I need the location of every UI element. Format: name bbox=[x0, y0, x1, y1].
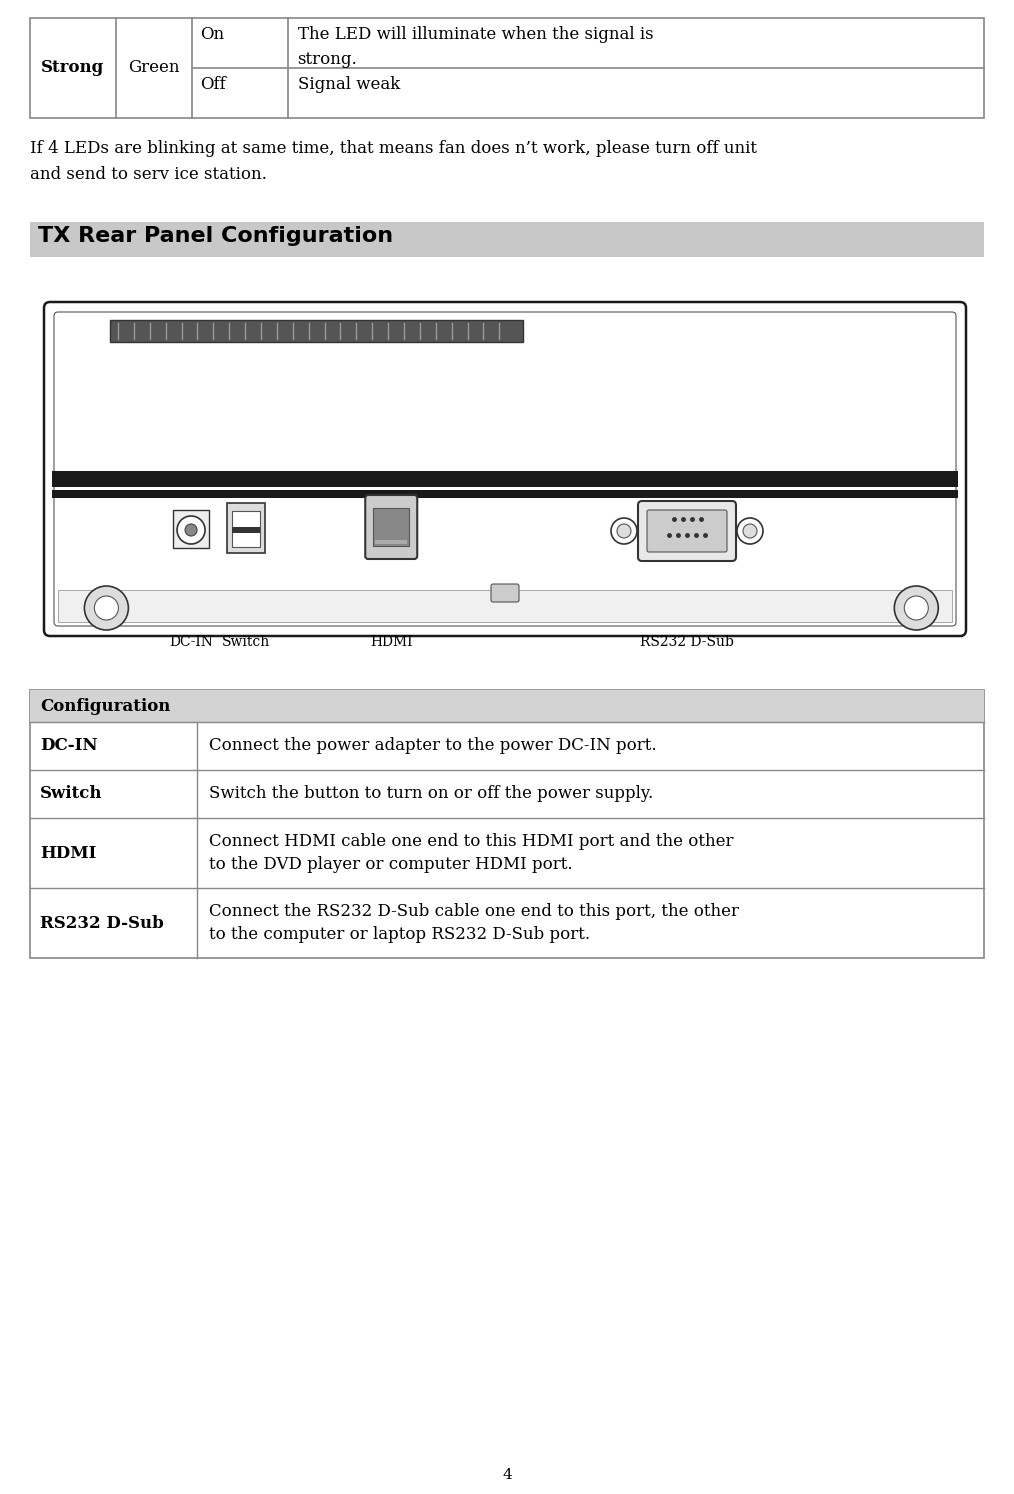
Bar bbox=[30, 690, 984, 958]
Circle shape bbox=[737, 518, 763, 544]
Bar bbox=[58, 590, 952, 622]
Circle shape bbox=[84, 586, 129, 630]
Bar bbox=[110, 320, 523, 342]
Text: Switch: Switch bbox=[221, 635, 270, 648]
Text: Off: Off bbox=[200, 76, 226, 93]
Text: Green: Green bbox=[128, 60, 179, 76]
Text: The LED will illuminate when the signal is
strong.: The LED will illuminate when the signal … bbox=[297, 25, 653, 67]
Text: Strong: Strong bbox=[42, 60, 104, 76]
Text: Connect the power adapter to the power DC-IN port.: Connect the power adapter to the power D… bbox=[209, 738, 657, 754]
Text: DC-IN: DC-IN bbox=[40, 738, 97, 754]
FancyBboxPatch shape bbox=[491, 584, 519, 602]
Text: 4: 4 bbox=[502, 1469, 512, 1482]
Circle shape bbox=[894, 586, 938, 630]
Text: On: On bbox=[200, 25, 224, 43]
Text: TX Rear Panel Configuration: TX Rear Panel Configuration bbox=[38, 226, 393, 247]
Text: RS232 D-Sub: RS232 D-Sub bbox=[640, 635, 734, 648]
Bar bbox=[227, 503, 265, 553]
Text: Switch the button to turn on or off the power supply.: Switch the button to turn on or off the … bbox=[209, 786, 653, 802]
Circle shape bbox=[743, 524, 757, 538]
Bar bbox=[231, 527, 260, 533]
Bar bbox=[30, 18, 984, 118]
FancyBboxPatch shape bbox=[44, 302, 966, 636]
Circle shape bbox=[617, 524, 631, 538]
Circle shape bbox=[904, 596, 928, 620]
Bar bbox=[375, 539, 408, 544]
Text: Connect the RS232 D-Sub cable one end to this port, the other
to the computer or: Connect the RS232 D-Sub cable one end to… bbox=[209, 902, 739, 943]
Text: If 4 LEDs are blinking at same time, that means fan does n’t work, please turn o: If 4 LEDs are blinking at same time, tha… bbox=[30, 140, 757, 184]
Bar bbox=[30, 690, 984, 722]
Text: Configuration: Configuration bbox=[40, 698, 170, 716]
Bar bbox=[52, 471, 958, 487]
FancyBboxPatch shape bbox=[638, 500, 736, 562]
Circle shape bbox=[185, 524, 197, 536]
FancyBboxPatch shape bbox=[647, 509, 727, 551]
Text: Connect HDMI cable one end to this HDMI port and the other
to the DVD player or : Connect HDMI cable one end to this HDMI … bbox=[209, 832, 733, 874]
Text: Signal weak: Signal weak bbox=[297, 76, 400, 93]
Text: DC-IN: DC-IN bbox=[169, 635, 213, 648]
Text: RS232 D-Sub: RS232 D-Sub bbox=[40, 914, 163, 931]
Bar bbox=[231, 511, 260, 547]
Text: HDMI: HDMI bbox=[40, 844, 96, 862]
Text: HDMI: HDMI bbox=[370, 635, 413, 648]
Bar bbox=[173, 509, 209, 548]
Circle shape bbox=[611, 518, 637, 544]
Circle shape bbox=[94, 596, 119, 620]
FancyBboxPatch shape bbox=[365, 495, 417, 559]
Text: Switch: Switch bbox=[40, 786, 102, 802]
Bar bbox=[52, 490, 958, 498]
Circle shape bbox=[177, 515, 205, 544]
Bar bbox=[30, 223, 984, 257]
Bar bbox=[373, 508, 410, 545]
